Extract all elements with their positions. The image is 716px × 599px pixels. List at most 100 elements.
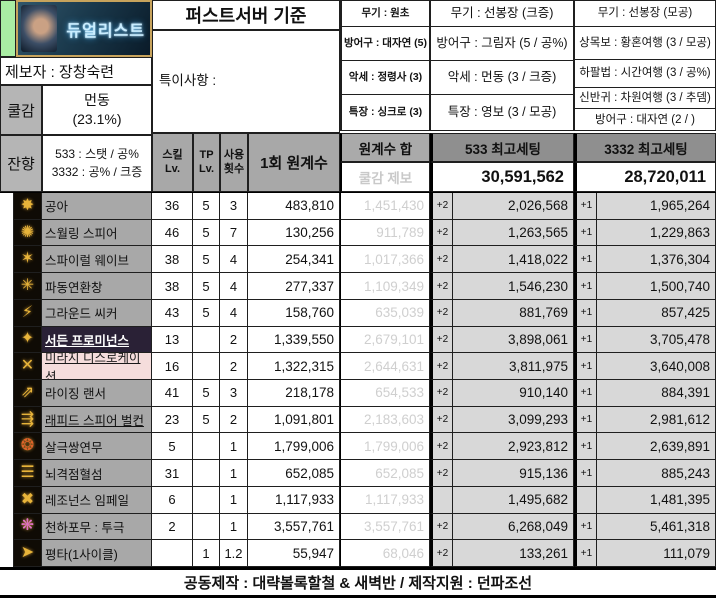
reinforce-badge-3332: +1 bbox=[574, 246, 597, 274]
left-gutter bbox=[0, 219, 13, 247]
table-row: ✖ 레조넌스 임페일 6 1 1,117,933 1,117,933 1,495… bbox=[0, 486, 716, 514]
use-count-cell: 4 bbox=[220, 246, 248, 274]
left-gutter bbox=[0, 193, 13, 220]
per-hit-coeff-cell: 1,117,933 bbox=[248, 486, 340, 514]
reinforce-badge-3332: +1 bbox=[574, 193, 597, 220]
skill-level-cell: 38 bbox=[152, 246, 193, 274]
tp-level-cell: 1 bbox=[193, 540, 220, 568]
wave-chain-spear-icon: ✳ bbox=[20, 277, 35, 295]
value-3332-cell: 3,705,478 bbox=[597, 326, 716, 354]
value-533-cell: 1,495,682 bbox=[453, 486, 574, 514]
table-row: ✸ 공아 36 5 3 483,810 1,451,430 +2 2,026,5… bbox=[0, 193, 716, 220]
header-skill-line1: 스킬 bbox=[162, 148, 183, 161]
skill-name-cell: 라이징 랜서 bbox=[42, 380, 152, 407]
per-hit-coeff-cell: 3,557,761 bbox=[248, 513, 340, 541]
skill-name: 파동연환창 bbox=[45, 280, 103, 295]
tp-level-cell: 5 bbox=[193, 380, 220, 407]
skill-level-cell: 16 bbox=[152, 353, 193, 381]
left-gutter bbox=[0, 513, 13, 541]
skill-name: 라이징 랜서 bbox=[45, 387, 106, 402]
value-533-cell: 1,263,565 bbox=[453, 219, 574, 247]
cooldown-source: 먼동 bbox=[84, 92, 110, 109]
left-gutter bbox=[0, 486, 13, 514]
tp-level-cell: 5 bbox=[193, 193, 220, 220]
tp-level-cell: 5 bbox=[193, 406, 220, 434]
value-3332-cell: 111,079 bbox=[597, 540, 716, 568]
use-count-cell: 3 bbox=[220, 380, 248, 407]
skill-level-cell: 23 bbox=[152, 406, 193, 434]
value-533-cell: 1,546,230 bbox=[453, 273, 574, 300]
per-hit-coeff-cell: 130,256 bbox=[248, 219, 340, 247]
coeff-sum-cell: 2,644,631 bbox=[340, 353, 430, 381]
skill-icon-cell: ⇗ bbox=[13, 380, 42, 407]
header-count-line1: 사용 bbox=[223, 148, 245, 161]
use-count-cell: 4 bbox=[220, 299, 248, 327]
total-533: 30,591,562 bbox=[430, 162, 574, 192]
reinforce-badge-533: +2 bbox=[430, 299, 453, 327]
tp-level-cell bbox=[193, 486, 220, 514]
table-row: ⚡ 그라운드 씨커 43 5 4 158,760 635,039 +2 881,… bbox=[0, 299, 716, 327]
coeff-sum-cell: 68,046 bbox=[340, 540, 430, 568]
s3332-armor: 방어구 : 대자연 (2 / ) bbox=[595, 113, 695, 126]
skill-name: 래피드 스피어 벌컨 bbox=[45, 414, 144, 429]
coeff-sum-cell: 654,533 bbox=[340, 380, 430, 407]
reinforce-badge-533: +2 bbox=[430, 460, 453, 487]
coeff-sum-cell: 2,183,603 bbox=[340, 406, 430, 434]
base-weapon: 무기 : 원초 bbox=[342, 1, 429, 27]
value-3332-cell: 1,229,863 bbox=[597, 219, 716, 247]
sudden-prominence-icon: ✦ bbox=[20, 330, 35, 348]
skill-name-cell: 살극쌍연무 bbox=[42, 433, 152, 461]
reinforce-badge-3332: +1 bbox=[574, 406, 597, 434]
use-count-cell: 1 bbox=[220, 433, 248, 461]
tp-level-cell bbox=[193, 433, 220, 461]
skill-icon-cell: ⚡ bbox=[13, 299, 42, 327]
skill-name-cell: 평타(1사이클) bbox=[42, 540, 152, 568]
s3332-bottom: 하팔법 : 시간여행 (3 / 공%) bbox=[575, 60, 715, 88]
header-best-533: 533 최고세팅 bbox=[430, 133, 574, 162]
skill-name: 레조넌스 임페일 bbox=[45, 494, 129, 509]
skill-name: 스월링 스피어 bbox=[45, 227, 118, 242]
use-count-cell: 7 bbox=[220, 219, 248, 247]
skill-icon-cell: ❋ bbox=[13, 513, 42, 541]
world-domination-burst-icon: ❋ bbox=[20, 517, 35, 535]
value-533-cell: 133,261 bbox=[453, 540, 574, 568]
per-hit-coeff-cell: 1,339,550 bbox=[248, 326, 340, 354]
total-3332: 28,720,011 bbox=[574, 162, 716, 192]
per-hit-coeff-cell: 483,810 bbox=[248, 193, 340, 220]
value-533-cell: 2,026,568 bbox=[453, 193, 574, 220]
per-hit-coeff-cell: 158,760 bbox=[248, 299, 340, 327]
use-count-cell: 4 bbox=[220, 273, 248, 300]
skill-name-cell: 서든 프로미넌스 bbox=[42, 326, 152, 354]
skill-icon-cell: ✖ bbox=[13, 486, 42, 514]
tp-level-cell: 5 bbox=[193, 246, 220, 274]
coeff-sum-cell: 1,017,366 bbox=[340, 246, 430, 274]
reinforce-badge-3332: +1 bbox=[574, 460, 597, 487]
table-row: ✳ 파동연환창 38 5 4 277,337 1,109,349 +2 1,54… bbox=[0, 273, 716, 300]
skill-level-cell: 46 bbox=[152, 219, 193, 247]
per-hit-coeff-cell: 1,322,315 bbox=[248, 353, 340, 381]
s533-special: 특장 : 영보 (3 / 모공) bbox=[447, 104, 557, 119]
per-hit-coeff-cell: 652,085 bbox=[248, 460, 340, 487]
table-row: ☰ 뇌격점혈섬 31 1 652,085 652,085 +2 915,136 … bbox=[0, 460, 716, 487]
class-name: 듀얼리스트 bbox=[66, 22, 145, 40]
skill-icon-cell: ☰ bbox=[13, 460, 42, 487]
cooldown-percent: (23.1%) bbox=[72, 111, 122, 127]
notes-cell: 특이사항 : bbox=[152, 30, 340, 133]
tp-level-cell bbox=[193, 326, 220, 354]
echo-533: 533 : 스탯 / 공% bbox=[55, 147, 139, 162]
skill-level-cell: 43 bbox=[152, 299, 193, 327]
swirling-spear-icon: ✺ bbox=[20, 223, 35, 241]
skill-name: 그라운드 씨커 bbox=[45, 307, 118, 322]
skill-name: 스파이럴 웨이브 bbox=[45, 253, 129, 268]
lightning-point-flash-icon: ☰ bbox=[20, 464, 35, 482]
coeff-sum-cell: 2,679,101 bbox=[340, 326, 430, 354]
coeff-sum-cell: 635,039 bbox=[340, 299, 430, 327]
value-533-cell: 6,268,049 bbox=[453, 513, 574, 541]
skill-name-cell: 파동연환창 bbox=[42, 273, 152, 300]
claw-slash-icon: ✸ bbox=[20, 196, 35, 214]
header-tp-line2: Lv. bbox=[198, 162, 215, 175]
s533-armor: 방어구 : 그림자 (5 / 공%) bbox=[431, 27, 573, 62]
table-row: ✶ 스파이럴 웨이브 38 5 4 254,341 1,017,366 +2 1… bbox=[0, 246, 716, 274]
tp-level-cell: 5 bbox=[193, 219, 220, 247]
